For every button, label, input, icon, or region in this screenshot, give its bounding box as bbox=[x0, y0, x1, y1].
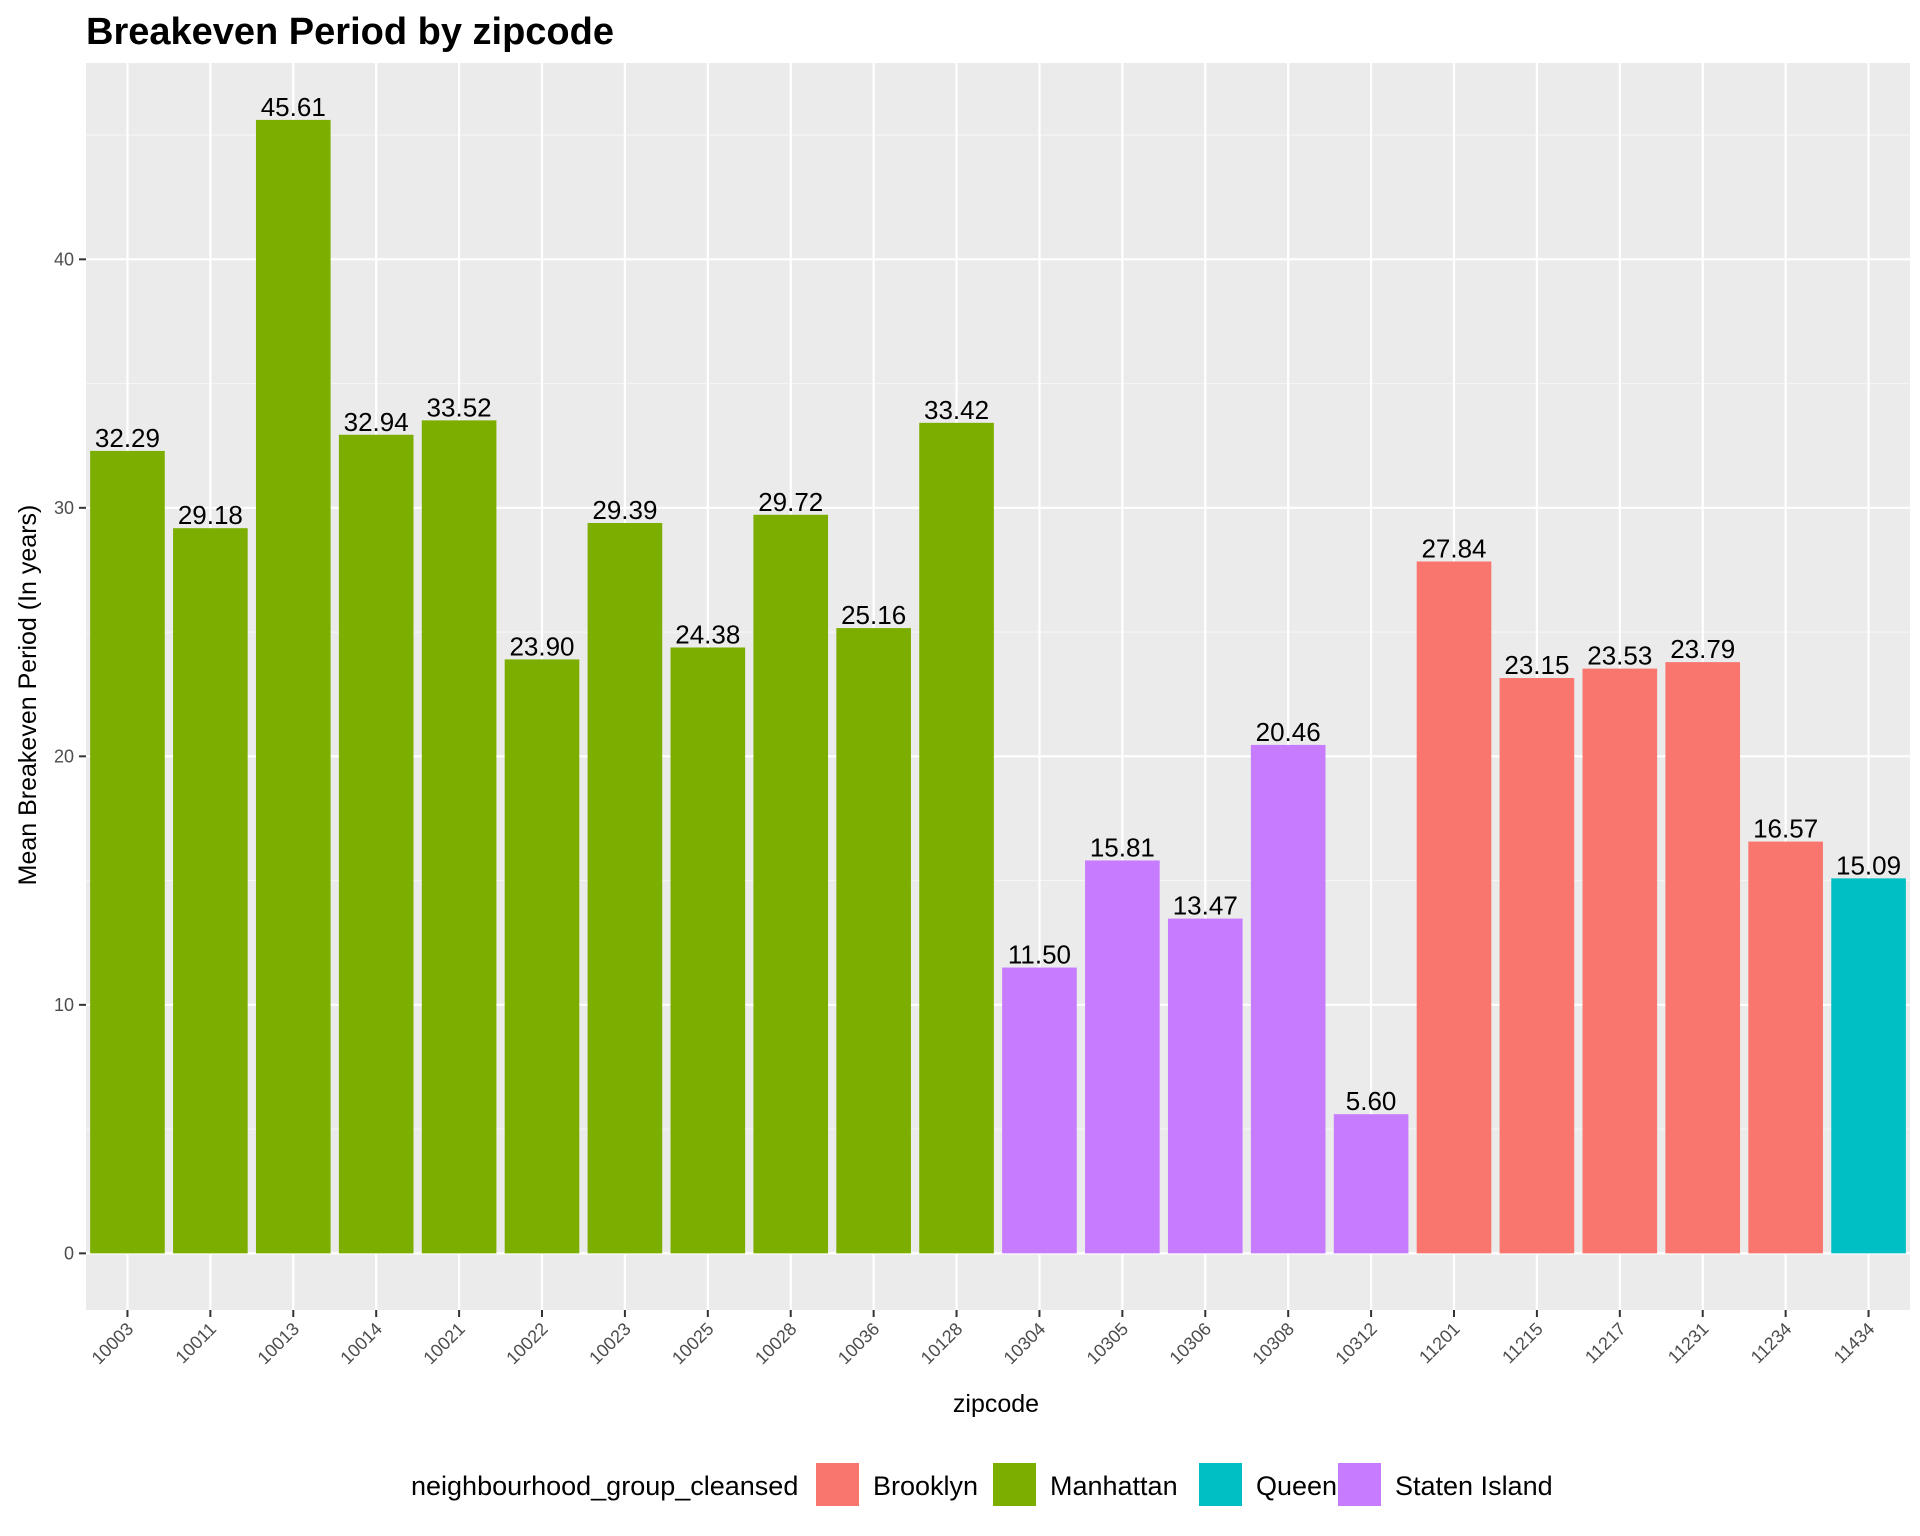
bar-10013 bbox=[255, 119, 331, 1254]
bar-10304 bbox=[1002, 967, 1077, 1254]
bar-10308 bbox=[1250, 744, 1326, 1254]
bar-10036 bbox=[836, 628, 911, 1254]
bar-value-label: 29.39 bbox=[592, 495, 657, 525]
bar-11231 bbox=[1665, 662, 1741, 1254]
bar-10003 bbox=[90, 450, 165, 1254]
bar-11217 bbox=[1582, 668, 1658, 1254]
bar-value-label: 20.46 bbox=[1256, 717, 1321, 747]
bars-group bbox=[90, 119, 1906, 1254]
y-tick-label: 40 bbox=[54, 249, 74, 269]
legend-key-queens bbox=[1199, 1463, 1242, 1506]
legend-label: Queens bbox=[1256, 1471, 1351, 1501]
bar-value-label: 11.50 bbox=[1008, 940, 1071, 970]
bar-value-label: 33.42 bbox=[924, 395, 989, 425]
bar-10306 bbox=[1167, 918, 1243, 1254]
bar-10021 bbox=[421, 420, 497, 1254]
bar-value-label: 23.15 bbox=[1504, 650, 1569, 680]
y-axis-title: Mean Breakeven Period (In years) bbox=[14, 505, 42, 886]
bar-value-label: 29.18 bbox=[178, 500, 243, 530]
bar-10305 bbox=[1085, 860, 1160, 1254]
bar-10014 bbox=[338, 434, 414, 1254]
bar-value-label: 27.84 bbox=[1421, 534, 1486, 564]
y-tick-label: 30 bbox=[54, 498, 74, 518]
y-tick-label: 10 bbox=[54, 995, 74, 1015]
legend-key-manhattan bbox=[993, 1463, 1036, 1506]
bar-value-label: 16.57 bbox=[1753, 814, 1818, 844]
bar-11215 bbox=[1499, 678, 1575, 1254]
bar-11201 bbox=[1416, 561, 1492, 1254]
bar-value-label: 33.52 bbox=[427, 392, 492, 422]
legend-key-brooklyn bbox=[816, 1463, 859, 1506]
y-tick-label: 0 bbox=[64, 1243, 74, 1263]
legend-label: Brooklyn bbox=[873, 1471, 978, 1501]
bar-10028 bbox=[753, 514, 829, 1254]
bar-11434 bbox=[1831, 878, 1906, 1254]
bar-value-label: 32.29 bbox=[95, 423, 160, 453]
legend-label: Manhattan bbox=[1050, 1471, 1178, 1501]
legend-title: neighbourhood_group_cleansed bbox=[411, 1471, 798, 1501]
bar-value-label: 25.16 bbox=[841, 600, 906, 630]
bar-value-label: 23.90 bbox=[509, 631, 574, 661]
bar-value-label: 32.94 bbox=[344, 407, 409, 437]
bar-10025 bbox=[670, 647, 746, 1254]
bar-value-label: 23.79 bbox=[1670, 634, 1735, 664]
bar-10022 bbox=[504, 659, 580, 1254]
bar-10312 bbox=[1333, 1114, 1409, 1254]
bar-value-label: 45.61 bbox=[261, 92, 326, 122]
bar-value-label: 15.81 bbox=[1090, 832, 1155, 862]
bar-value-label: 23.53 bbox=[1587, 641, 1652, 671]
bar-10023 bbox=[587, 522, 663, 1254]
x-axis-title: zipcode bbox=[953, 1390, 1039, 1418]
bar-value-label: 29.72 bbox=[758, 487, 823, 517]
bar-11234 bbox=[1748, 841, 1823, 1254]
y-axis: 0 10 20 30 40 bbox=[54, 249, 86, 1263]
legend: neighbourhood_group_cleansed Brooklyn Man… bbox=[411, 1463, 1553, 1506]
bar-value-label: 13.47 bbox=[1173, 891, 1238, 921]
bar-value-label: 5.60 bbox=[1346, 1086, 1397, 1116]
y-tick-label: 20 bbox=[54, 746, 74, 766]
bar-10011 bbox=[173, 528, 248, 1254]
legend-key-staten-island bbox=[1338, 1463, 1381, 1506]
bar-value-label: 24.38 bbox=[675, 619, 740, 649]
legend-label: Staten Island bbox=[1395, 1471, 1553, 1501]
chart-title: Breakeven Period by zipcode bbox=[86, 11, 614, 53]
bar-10128 bbox=[919, 422, 994, 1254]
bar-value-label: 15.09 bbox=[1836, 850, 1901, 880]
bar-value-labels: 32.29 29.18 45.61 32.94 33.52 23.90 29.39 24.38… bbox=[95, 92, 1901, 1116]
